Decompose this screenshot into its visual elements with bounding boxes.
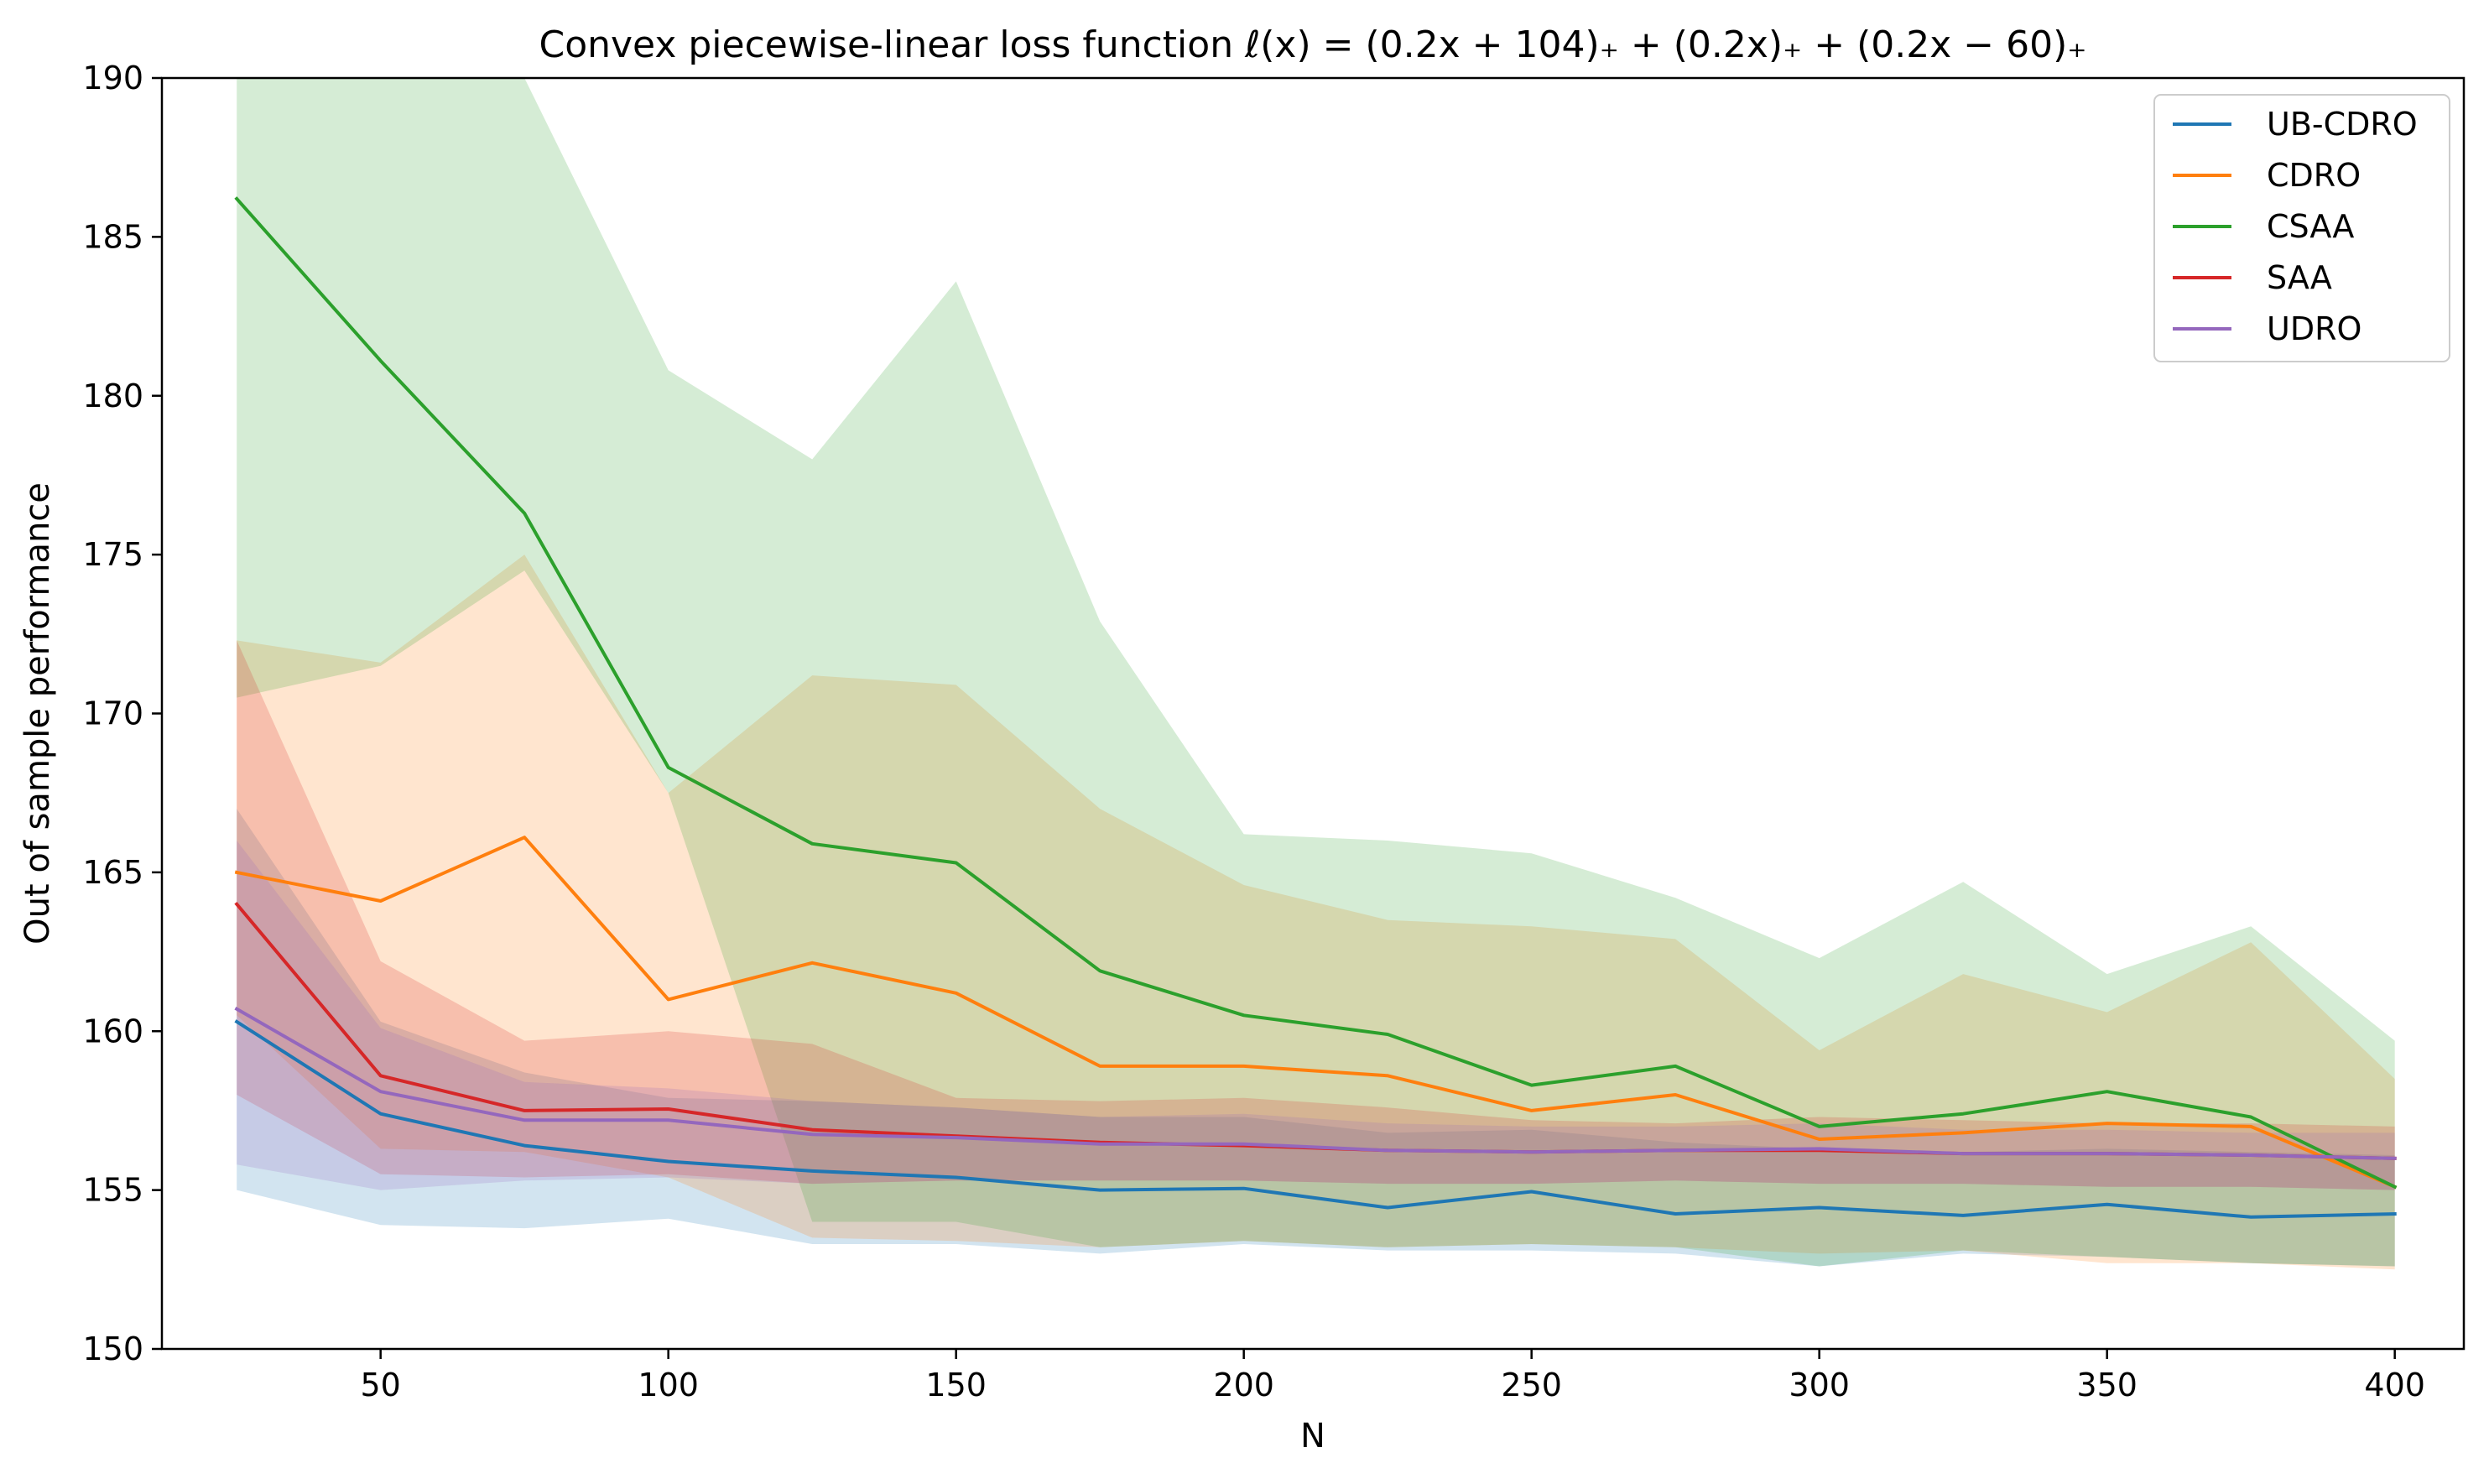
x-tick-label: 350: [2076, 1367, 2138, 1403]
y-tick-label: 185: [82, 218, 143, 255]
y-tick-label: 165: [82, 854, 143, 891]
y-tick-label: 155: [82, 1172, 143, 1209]
band-cdro: [237, 555, 2395, 1270]
x-tick-label: 200: [1213, 1367, 1274, 1403]
x-axis-label: N: [1300, 1417, 1325, 1455]
band-udro: [237, 841, 2395, 1190]
x-tick-label: 400: [2364, 1367, 2425, 1403]
y-tick-label: 175: [82, 536, 143, 573]
y-tick-label: 180: [82, 378, 143, 414]
x-tick-label: 150: [925, 1367, 987, 1403]
y-tick-label: 190: [82, 60, 143, 96]
x-tick-label: 300: [1789, 1367, 1850, 1403]
x-tick-label: 100: [638, 1367, 699, 1403]
legend-label-cdro: CDRO: [2267, 157, 2361, 194]
legend-label-udro: UDRO: [2267, 310, 2361, 347]
y-axis-label: Out of sample performance: [18, 482, 57, 945]
chart-title: Convex piecewise-linear loss function ℓ(…: [539, 23, 2086, 66]
line-cdro: [234, 836, 2398, 1190]
x-axis-ticks: 50 100 150 200 250 300 350 400: [361, 1349, 2425, 1403]
legend-label-saa: SAA: [2267, 259, 2332, 296]
series-lines: [234, 196, 2398, 1219]
legend-label-csaa: CSAA: [2267, 208, 2354, 245]
y-tick-label: 150: [82, 1330, 143, 1367]
band-csaa: [237, 78, 2395, 1267]
line-ub-cdro: [234, 1019, 2397, 1219]
band-saa: [237, 640, 2395, 1190]
y-tick-label: 160: [82, 1013, 143, 1049]
y-tick-label: 170: [82, 695, 143, 732]
confidence-bands: [237, 78, 2395, 1270]
x-tick-label: 50: [361, 1367, 401, 1403]
legend-box: [2153, 94, 2450, 362]
y-axis-ticks: 150 155 160 165 170 175 180 185 190: [82, 60, 162, 1367]
legend-label-ub-cdro: UB-CDRO: [2267, 106, 2418, 143]
line-udro: [234, 1006, 2397, 1160]
x-tick-label: 250: [1501, 1367, 1562, 1403]
legend: UB-CDRO CDRO CSAA SAA UDRO: [2153, 94, 2450, 362]
line-csaa: [234, 196, 2398, 1190]
